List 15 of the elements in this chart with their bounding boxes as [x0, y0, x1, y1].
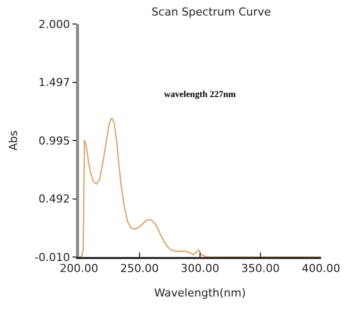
chart-title: Scan Spectrum Curve	[151, 5, 272, 18]
x-axis-title: Wavelength(nm)	[154, 286, 246, 300]
x-tick-label: 200.00	[60, 262, 98, 275]
y-tick-label: 0.492	[38, 192, 70, 206]
annotation: wavelength 227nm	[164, 89, 236, 99]
y-axis-title: Abs	[7, 130, 20, 151]
y-tick-label: 1.497	[38, 76, 70, 90]
x-tick-label: 350.00	[241, 262, 280, 275]
line-series	[79, 117, 321, 257]
y-tick-label: 0.995	[38, 134, 70, 148]
x-tick-label: 400.00	[302, 262, 340, 275]
y-tick-label: 2.000	[38, 18, 70, 31]
x-tick-label: 250.00	[120, 262, 159, 275]
y-tick-label: -0.010	[34, 250, 70, 264]
x-tick-label: 300.00	[180, 262, 220, 275]
